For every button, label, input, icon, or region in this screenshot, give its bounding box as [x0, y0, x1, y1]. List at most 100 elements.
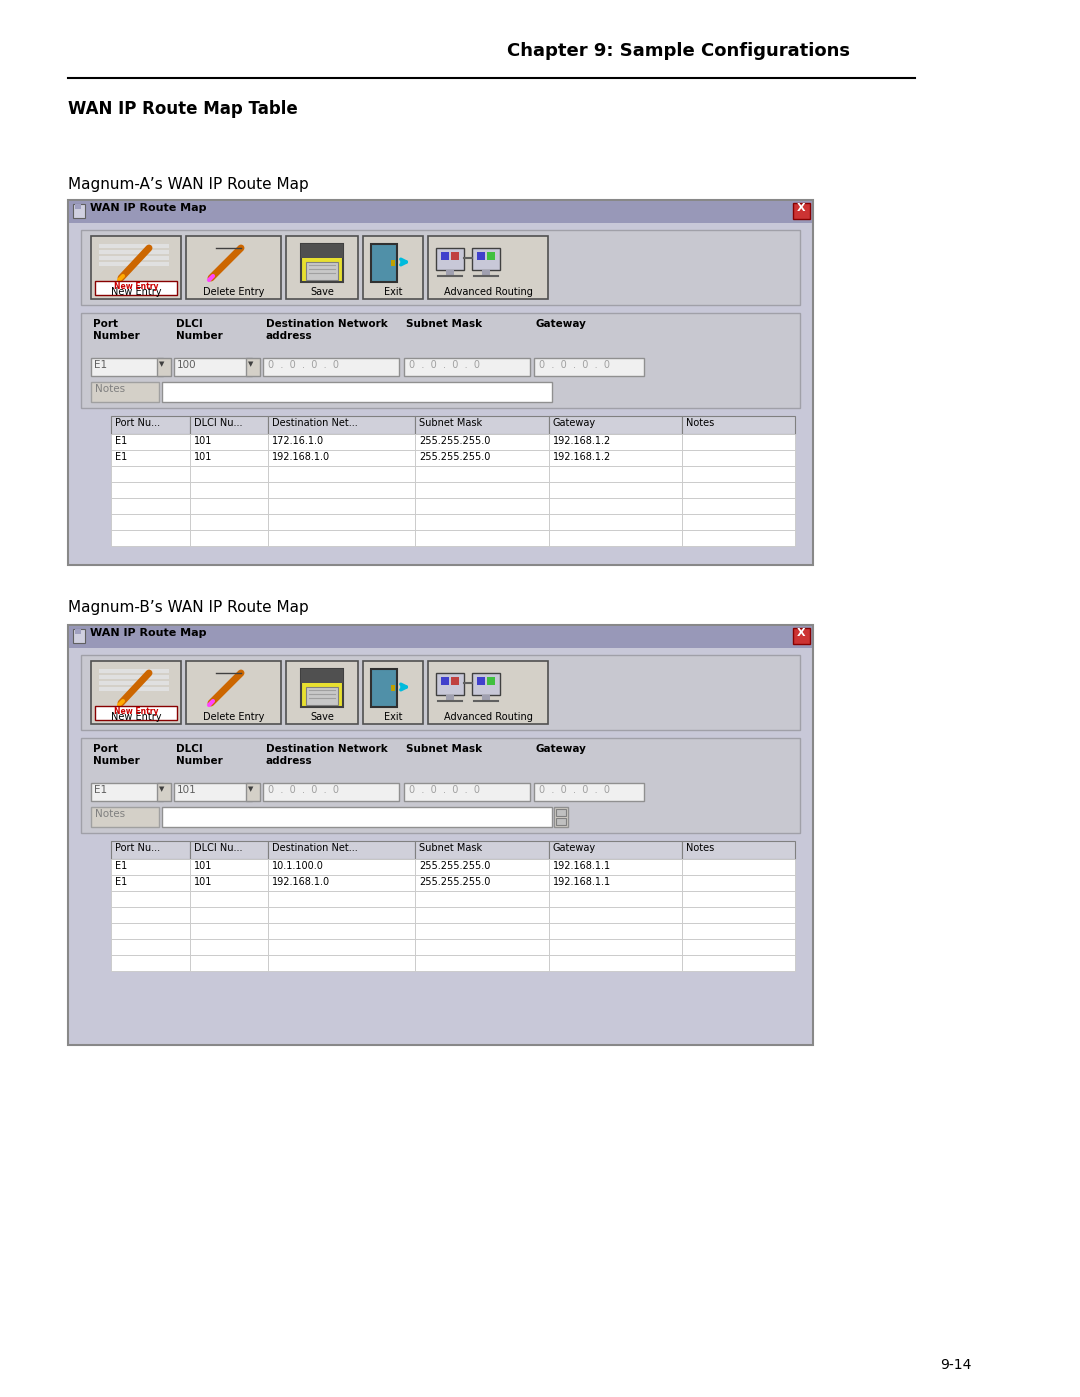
Text: 192.168.1.0: 192.168.1.0	[272, 453, 330, 462]
Text: 0  .  0  .  0  .  0: 0 . 0 . 0 . 0	[268, 360, 339, 370]
Text: 172.16.1.0: 172.16.1.0	[272, 436, 324, 446]
Text: 255.255.255.0: 255.255.255.0	[419, 453, 490, 462]
Bar	[264, 782, 399, 800]
Bar	[549, 939, 683, 956]
Text: Destination Network
address: Destination Network address	[266, 745, 388, 766]
Bar	[534, 782, 644, 800]
Bar	[268, 467, 416, 482]
Text: WAN IP Route Map Table: WAN IP Route Map Table	[68, 101, 298, 117]
Bar	[157, 358, 171, 376]
Bar	[111, 467, 190, 482]
Text: 255.255.255.0: 255.255.255.0	[419, 436, 490, 446]
Bar	[111, 416, 190, 434]
Bar	[91, 358, 163, 376]
Bar	[190, 416, 268, 434]
Text: 192.168.1.1: 192.168.1.1	[553, 877, 611, 887]
Bar	[268, 434, 416, 450]
Text: E1: E1	[114, 877, 127, 887]
Bar	[190, 529, 268, 546]
Bar	[416, 956, 549, 971]
Bar	[549, 923, 683, 939]
Bar	[683, 450, 795, 467]
Text: DLCI Nu...: DLCI Nu...	[193, 842, 242, 854]
Bar	[793, 629, 810, 644]
Text: ▼: ▼	[248, 787, 254, 792]
Bar	[75, 629, 81, 634]
Bar	[68, 200, 813, 564]
Bar	[306, 263, 338, 279]
Bar	[683, 482, 795, 497]
Text: 0  .  0  .  0  .  0: 0 . 0 . 0 . 0	[539, 360, 610, 370]
Bar	[416, 891, 549, 907]
Bar	[186, 661, 281, 724]
Bar	[268, 529, 416, 546]
Bar	[549, 907, 683, 923]
Text: Port
Number: Port Number	[93, 319, 139, 341]
Text: Destination Net...: Destination Net...	[272, 842, 359, 854]
Text: WAN IP Route Map: WAN IP Route Map	[90, 629, 206, 638]
Bar	[190, 875, 268, 891]
Text: New Entry: New Entry	[113, 282, 159, 291]
Text: 192.168.1.2: 192.168.1.2	[553, 436, 611, 446]
Bar	[683, 907, 795, 923]
Bar	[549, 891, 683, 907]
Text: New Entry: New Entry	[111, 712, 161, 722]
Bar	[683, 529, 795, 546]
Bar	[416, 939, 549, 956]
Bar	[190, 891, 268, 907]
Bar	[683, 467, 795, 482]
Text: 192.168.1.0: 192.168.1.0	[272, 877, 330, 887]
Bar	[556, 809, 566, 816]
Text: 255.255.255.0: 255.255.255.0	[419, 877, 490, 887]
Bar	[683, 841, 795, 859]
Bar	[301, 669, 343, 707]
Bar	[111, 891, 190, 907]
Bar	[683, 434, 795, 450]
Bar	[111, 482, 190, 497]
Text: 9-14: 9-14	[940, 1358, 971, 1372]
Bar	[190, 467, 268, 482]
Bar	[91, 807, 159, 827]
Bar	[268, 841, 416, 859]
Text: E1: E1	[114, 453, 127, 462]
Bar	[157, 782, 171, 800]
Text: 0  .  0  .  0  .  0: 0 . 0 . 0 . 0	[539, 785, 610, 795]
Bar	[306, 687, 338, 705]
Bar	[416, 859, 549, 875]
Text: E1: E1	[94, 785, 107, 795]
Bar	[190, 450, 268, 467]
Bar	[363, 661, 423, 724]
Bar	[683, 497, 795, 514]
Bar	[416, 467, 549, 482]
Text: 101: 101	[177, 785, 197, 795]
Bar	[446, 694, 454, 701]
Bar	[683, 875, 795, 891]
Text: Notes: Notes	[686, 418, 714, 427]
Text: Subnet Mask: Subnet Mask	[406, 319, 482, 330]
Bar	[162, 381, 552, 402]
Bar	[174, 782, 252, 800]
Bar	[549, 875, 683, 891]
Bar	[549, 434, 683, 450]
Text: Save: Save	[310, 712, 334, 722]
Bar	[111, 907, 190, 923]
Bar	[190, 939, 268, 956]
Bar	[69, 201, 812, 224]
Bar	[268, 875, 416, 891]
Bar	[683, 891, 795, 907]
Text: DLCI
Number: DLCI Number	[176, 319, 222, 341]
Bar	[451, 251, 459, 260]
Bar	[111, 939, 190, 956]
Bar	[549, 450, 683, 467]
Text: DLCI
Number: DLCI Number	[176, 745, 222, 766]
Text: 10.1.100.0: 10.1.100.0	[272, 861, 324, 870]
Text: 101: 101	[193, 453, 212, 462]
Text: Gateway: Gateway	[553, 842, 596, 854]
Bar	[549, 416, 683, 434]
Bar	[372, 669, 397, 707]
Text: 101: 101	[193, 436, 212, 446]
Text: Gateway: Gateway	[536, 745, 586, 754]
Bar	[416, 923, 549, 939]
Text: Destination Network
address: Destination Network address	[266, 319, 388, 341]
Bar	[391, 685, 395, 692]
